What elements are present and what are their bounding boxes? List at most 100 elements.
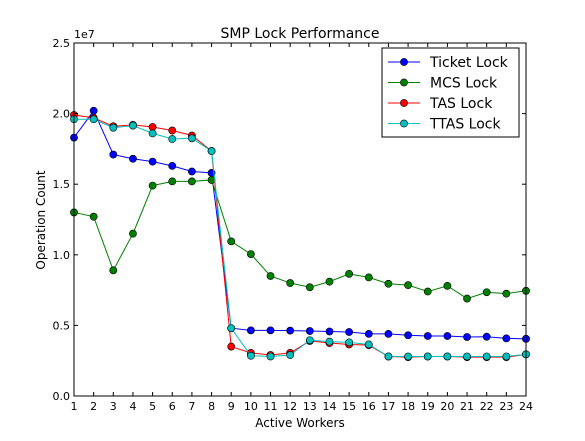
- data-point-tas-lock: [168, 126, 177, 135]
- legend-label: TAS Lock: [429, 96, 493, 112]
- x-tick-label: 6: [169, 400, 176, 413]
- x-tick-label: 23: [499, 400, 513, 413]
- x-tick-label: 20: [440, 400, 454, 413]
- data-point-mcs-lock: [325, 277, 334, 286]
- y-tick-label: 0.5: [53, 319, 71, 332]
- data-point-ticket-lock: [345, 328, 354, 336]
- data-point-ttas-lock: [325, 337, 334, 346]
- x-tick-label: 17: [381, 400, 395, 413]
- data-point-ticket-lock: [129, 154, 137, 163]
- data-point-mcs-lock: [286, 279, 295, 287]
- series-ttas-lock: [70, 115, 530, 361]
- series-line-mcs-lock: [73, 179, 527, 300]
- x-axis-title: Active Workers: [255, 416, 344, 430]
- series-layer: [70, 106, 530, 362]
- data-point-ticket-lock: [246, 326, 255, 335]
- x-tick-label: 24: [519, 400, 533, 413]
- data-point-ticket-lock: [502, 334, 511, 343]
- data-point-ticket-lock: [482, 332, 491, 341]
- data-point-ttas-lock: [168, 135, 177, 143]
- legend-item-mcs-lock: MCS Lock: [388, 76, 498, 92]
- x-tick-label: 12: [283, 400, 297, 413]
- data-point-ttas-lock: [423, 352, 432, 361]
- data-point-ttas-lock: [502, 352, 511, 361]
- data-point-ticket-lock: [266, 326, 275, 335]
- y-offset-label: 1e7: [74, 28, 95, 41]
- data-point-mcs-lock: [404, 281, 412, 290]
- data-point-mcs-lock: [188, 177, 196, 186]
- data-point-ttas-lock: [207, 147, 216, 155]
- x-tick-label: 21: [460, 400, 474, 413]
- data-point-ticket-lock: [305, 327, 314, 335]
- y-tick-label: 1.5: [53, 178, 71, 191]
- data-point-mcs-lock: [502, 289, 511, 298]
- data-point-ticket-lock: [443, 332, 452, 340]
- data-point-mcs-lock: [364, 273, 373, 282]
- data-point-ttas-lock: [129, 121, 137, 130]
- data-point-ticket-lock: [286, 326, 295, 335]
- data-point-ticket-lock: [109, 150, 118, 159]
- data-point-mcs-lock: [266, 272, 275, 280]
- plot-frame: [73, 42, 527, 397]
- x-axis: 1 2 3 4 5 6 7 8 9 10 11 12 13 14 15 16 17 18 19 20 21 22 23 24: [71, 43, 533, 413]
- data-point-ticket-lock: [384, 329, 393, 338]
- data-point-mcs-lock: [246, 250, 255, 258]
- y-tick-label: 0.0: [53, 390, 71, 403]
- data-point-ticket-lock: [463, 333, 471, 341]
- data-point-mcs-lock: [129, 229, 137, 238]
- x-tick-label: 10: [244, 400, 258, 413]
- x-tick-label: 16: [362, 400, 376, 413]
- data-point-mcs-lock: [482, 288, 491, 297]
- data-point-ttas-lock: [89, 115, 98, 124]
- data-point-ttas-lock: [345, 338, 354, 347]
- data-point-mcs-lock: [168, 177, 177, 186]
- data-point-ttas-lock: [227, 324, 236, 333]
- legend-marker: [400, 119, 408, 128]
- legend-marker: [400, 58, 408, 66]
- data-point-ticket-lock: [404, 331, 412, 340]
- data-point-mcs-lock: [148, 181, 157, 190]
- data-point-ttas-lock: [443, 352, 452, 361]
- data-point-ticket-lock: [188, 167, 196, 176]
- data-point-ttas-lock: [109, 123, 118, 132]
- data-point-ticket-lock: [168, 161, 177, 170]
- data-point-mcs-lock: [463, 294, 471, 303]
- data-point-mcs-lock: [227, 237, 236, 246]
- data-point-ttas-lock: [364, 340, 373, 349]
- data-point-ttas-lock: [482, 352, 491, 361]
- data-point-mcs-lock: [443, 281, 452, 290]
- x-tick-label: 2: [90, 400, 97, 413]
- data-point-ttas-lock: [286, 351, 295, 359]
- y-axis-title: Operation Count: [34, 170, 48, 269]
- legend: Ticket Lock MCS Lock TAS Lock TTAS Lock: [381, 47, 520, 138]
- data-point-ticket-lock: [325, 327, 334, 336]
- data-point-ttas-lock: [404, 352, 412, 361]
- x-tick-label: 7: [188, 400, 195, 413]
- y-tick-label: 1.0: [53, 249, 71, 262]
- y-axis: 0.0 0.5 1.0 1.5 2.0 2.5: [53, 37, 526, 403]
- data-point-mcs-lock: [345, 269, 354, 278]
- legend-label: TTAS Lock: [429, 117, 502, 133]
- legend-marker: [400, 78, 408, 87]
- chart-title: SMP Lock Performance: [221, 26, 380, 42]
- x-tick-label: 8: [208, 400, 215, 413]
- data-point-tas-lock: [227, 342, 236, 351]
- legend-item-tas-lock: TAS Lock: [388, 96, 493, 112]
- legend-marker: [400, 99, 408, 107]
- data-point-ticket-lock: [148, 157, 157, 166]
- data-point-ttas-lock: [384, 352, 393, 361]
- x-tick-label: 15: [342, 400, 356, 413]
- x-tick-label: 22: [480, 400, 494, 413]
- x-tick-label: 14: [322, 400, 336, 413]
- y-tick-label: 2.0: [53, 108, 71, 121]
- data-point-ttas-lock: [246, 351, 255, 360]
- y-tick-label: 2.5: [53, 37, 71, 50]
- data-point-ttas-lock: [266, 352, 275, 361]
- series-ticket-lock: [70, 106, 530, 343]
- x-tick-label: 3: [110, 400, 117, 413]
- x-tick-label: 5: [149, 400, 156, 413]
- x-tick-label: 1: [71, 400, 78, 413]
- legend-label: Ticket Lock: [429, 55, 509, 71]
- data-point-ticket-lock: [364, 329, 373, 338]
